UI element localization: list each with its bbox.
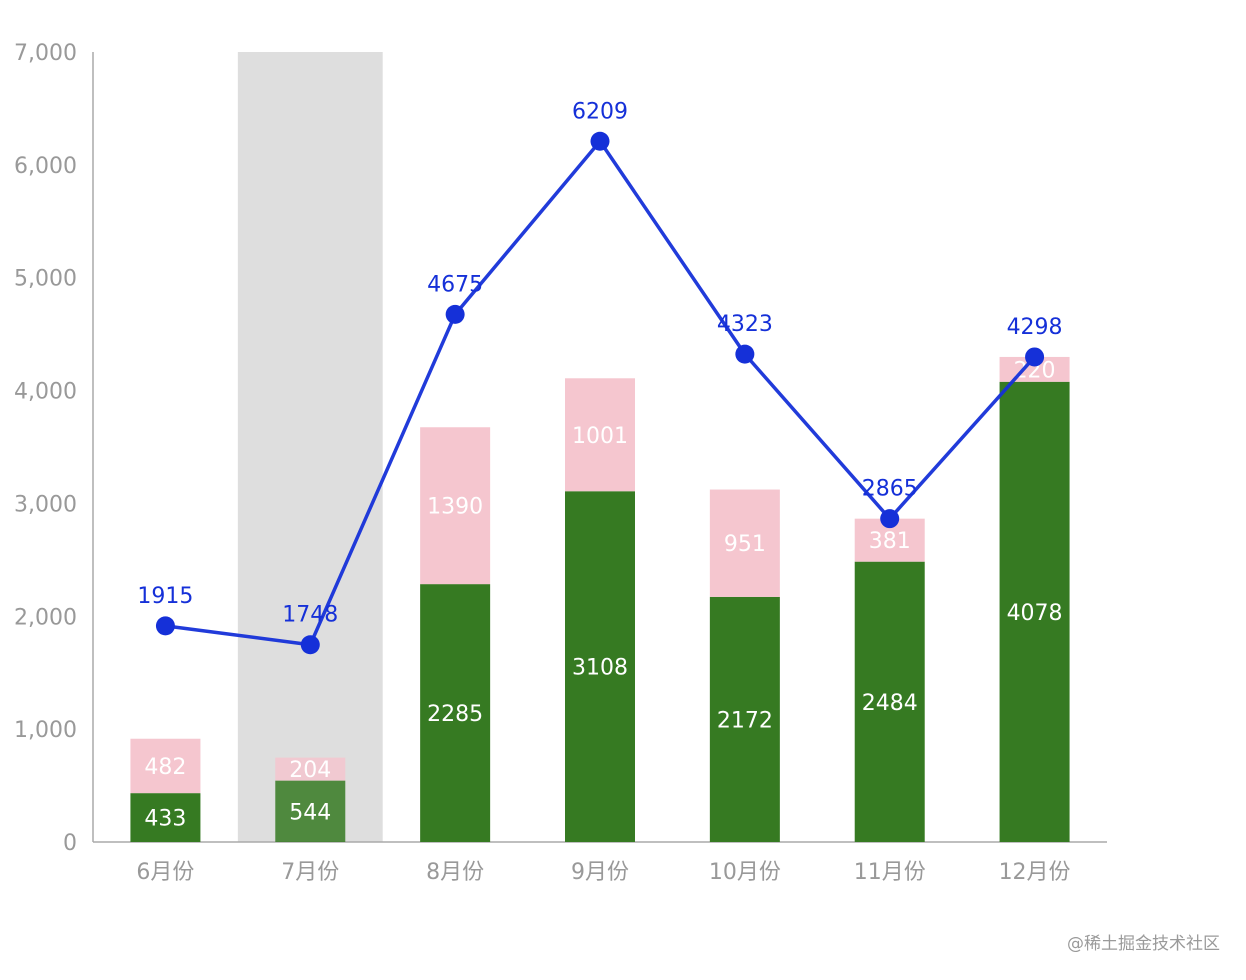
line-point — [735, 344, 755, 364]
y-axis: 0 1,000 2,000 3,000 4,000 5,000 6,000 7,000 — [14, 41, 94, 856]
line-data-label: 2865 — [862, 477, 918, 502]
y-tick-label: 7,000 — [14, 41, 77, 66]
line-point — [445, 304, 465, 324]
bar-segment — [275, 757, 346, 781]
bar-data-label: 3108 — [572, 656, 628, 681]
line-point — [590, 131, 610, 151]
bar-segment — [709, 596, 780, 842]
bar-segment — [420, 427, 491, 585]
bars-layer: 433 482 544 204 2285 1390 3108 1001 2172 951 2484 3… — [130, 356, 1070, 842]
line-point — [1025, 347, 1045, 367]
bar-data-label: 4078 — [1007, 601, 1063, 626]
bar-data-label: 204 — [289, 758, 331, 783]
line-point — [880, 509, 900, 529]
line-data-label: 4323 — [717, 312, 773, 337]
y-tick-label: 5,000 — [14, 267, 77, 292]
line-data-label: 1748 — [282, 603, 338, 628]
bar-data-label: 1001 — [572, 424, 628, 449]
bar-segment — [275, 780, 346, 842]
bar-segment — [130, 738, 201, 794]
bar-segment — [420, 584, 491, 842]
bar-data-label: 1390 — [427, 495, 483, 520]
x-tick-label: 12月份 — [999, 860, 1071, 885]
x-tick-label: 6月份 — [136, 860, 194, 885]
line-data-label: 1915 — [137, 584, 193, 609]
x-axis: 6月份 7月份 8月份 9月份 10月份 11月份 12月份 — [93, 841, 1107, 885]
y-tick-label: 0 — [63, 831, 77, 856]
line-point — [300, 635, 320, 655]
x-tick-label: 7月份 — [281, 860, 339, 885]
x-tick-label: 10月份 — [709, 860, 781, 885]
x-tick-label: 9月份 — [571, 860, 629, 885]
bar-data-label: 433 — [144, 807, 186, 832]
bar-segment — [709, 489, 780, 597]
bar-data-label: 951 — [724, 532, 766, 557]
bar-data-label: 2285 — [427, 702, 483, 727]
line-data-label: 6209 — [572, 99, 628, 124]
bar-data-label: 381 — [869, 529, 911, 554]
y-tick-label: 1,000 — [14, 718, 77, 743]
bar-data-label: 2172 — [717, 708, 773, 733]
line-data-label: 4675 — [427, 272, 483, 297]
bar-data-label: 544 — [289, 800, 331, 825]
line-layer: 1915 1748 4675 6209 4323 2865 4298 — [137, 99, 1063, 655]
line-point — [155, 616, 175, 636]
y-tick-label: 3,000 — [14, 492, 77, 517]
bar-data-label: 2484 — [862, 691, 918, 716]
line-data-label: 4298 — [1007, 315, 1063, 340]
x-tick-label: 11月份 — [854, 860, 926, 885]
highlight-band-layer — [237, 52, 383, 842]
y-tick-label: 6,000 — [14, 154, 77, 179]
bar-segment — [854, 561, 925, 842]
bar-segment — [565, 491, 635, 842]
x-tick-label: 8月份 — [426, 860, 484, 885]
bar-data-label: 482 — [144, 755, 186, 780]
bar-segment — [565, 378, 635, 492]
bar-segment — [130, 793, 201, 842]
highlight-band — [237, 52, 383, 842]
bar-segment — [999, 381, 1070, 842]
watermark: @稀土掘金技术社区 — [1067, 934, 1220, 954]
y-tick-label: 4,000 — [14, 380, 77, 405]
y-tick-label: 2,000 — [14, 605, 77, 630]
